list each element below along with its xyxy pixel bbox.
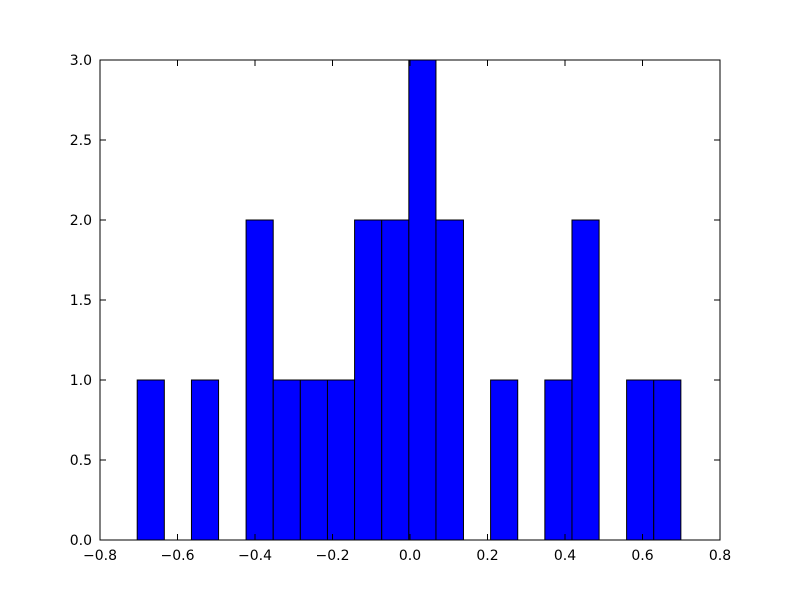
x-tick-label: 0.6 <box>631 548 653 564</box>
y-tick-label: 2.0 <box>70 213 92 229</box>
x-tick-label: −0.2 <box>316 548 350 564</box>
bar <box>326 379 356 541</box>
x-tick-label: −0.6 <box>161 548 195 564</box>
bar <box>490 379 519 541</box>
x-tick-label: 0.0 <box>399 548 421 564</box>
y-tick-label: 0.0 <box>70 533 92 549</box>
x-tick-label: −0.8 <box>83 548 117 564</box>
plot-frame <box>99 59 721 541</box>
x-tick-label: −0.4 <box>238 548 272 564</box>
bar <box>626 379 655 541</box>
bar <box>245 219 274 541</box>
bar <box>653 379 682 541</box>
y-tick-label: 0.5 <box>70 453 92 469</box>
y-tick-label: 1.5 <box>70 293 92 309</box>
x-tick-label: 0.2 <box>476 548 498 564</box>
bar <box>354 219 383 541</box>
bar <box>272 379 301 541</box>
bar <box>544 379 573 541</box>
bar <box>136 379 165 541</box>
bar <box>435 219 464 541</box>
bar <box>190 379 220 541</box>
y-tick-label: 2.5 <box>70 133 92 149</box>
y-tick-label: 1.0 <box>70 373 92 389</box>
bar <box>299 379 328 541</box>
bar <box>408 59 437 541</box>
y-tick-label: 3.0 <box>70 53 92 69</box>
x-tick-label: 0.8 <box>709 548 731 564</box>
bar <box>571 219 600 541</box>
bar <box>381 219 410 541</box>
x-tick-label: 0.4 <box>554 548 576 564</box>
